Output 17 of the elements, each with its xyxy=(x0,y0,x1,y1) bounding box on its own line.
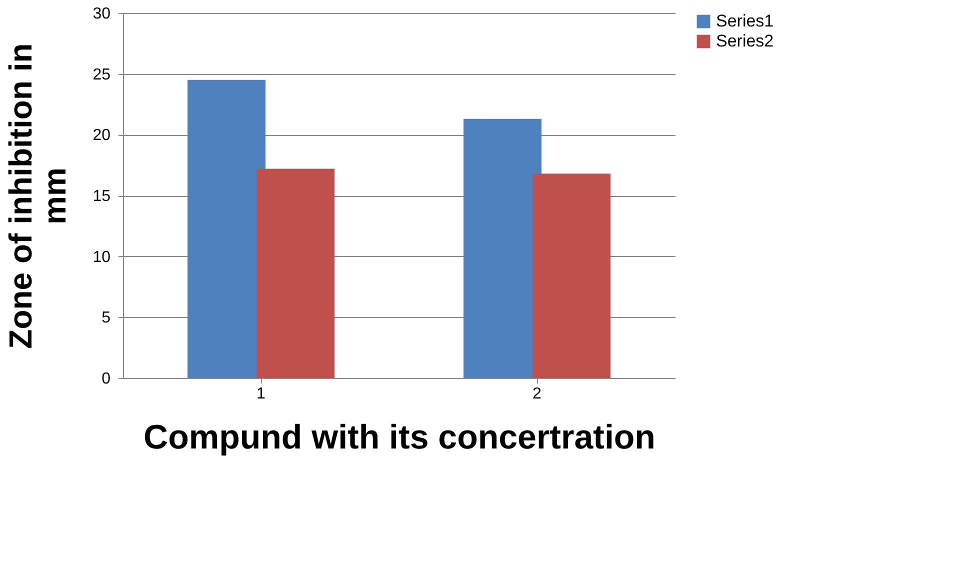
y-tick-label: 10 xyxy=(92,248,111,266)
y-tick-label: 0 xyxy=(102,370,111,388)
legend-label: Series2 xyxy=(716,32,774,50)
bar xyxy=(464,118,542,378)
x-tick-label: 1 xyxy=(256,386,266,402)
y-tick-label: 5 xyxy=(102,310,111,327)
bar xyxy=(532,174,610,378)
y-axis-title: Zone of inhibition in mm xyxy=(2,43,73,349)
y-tick-label: 25 xyxy=(92,66,111,84)
bar xyxy=(256,168,334,378)
x-tick-label: 2 xyxy=(532,386,542,402)
y-tick-label: 15 xyxy=(92,188,111,205)
bar xyxy=(188,80,266,378)
y-tick-label: 30 xyxy=(92,6,111,22)
y-tick-label: 20 xyxy=(92,127,111,144)
legend-label: Series1 xyxy=(716,12,774,30)
x-axis-title: Compund with its concertration xyxy=(144,418,656,456)
